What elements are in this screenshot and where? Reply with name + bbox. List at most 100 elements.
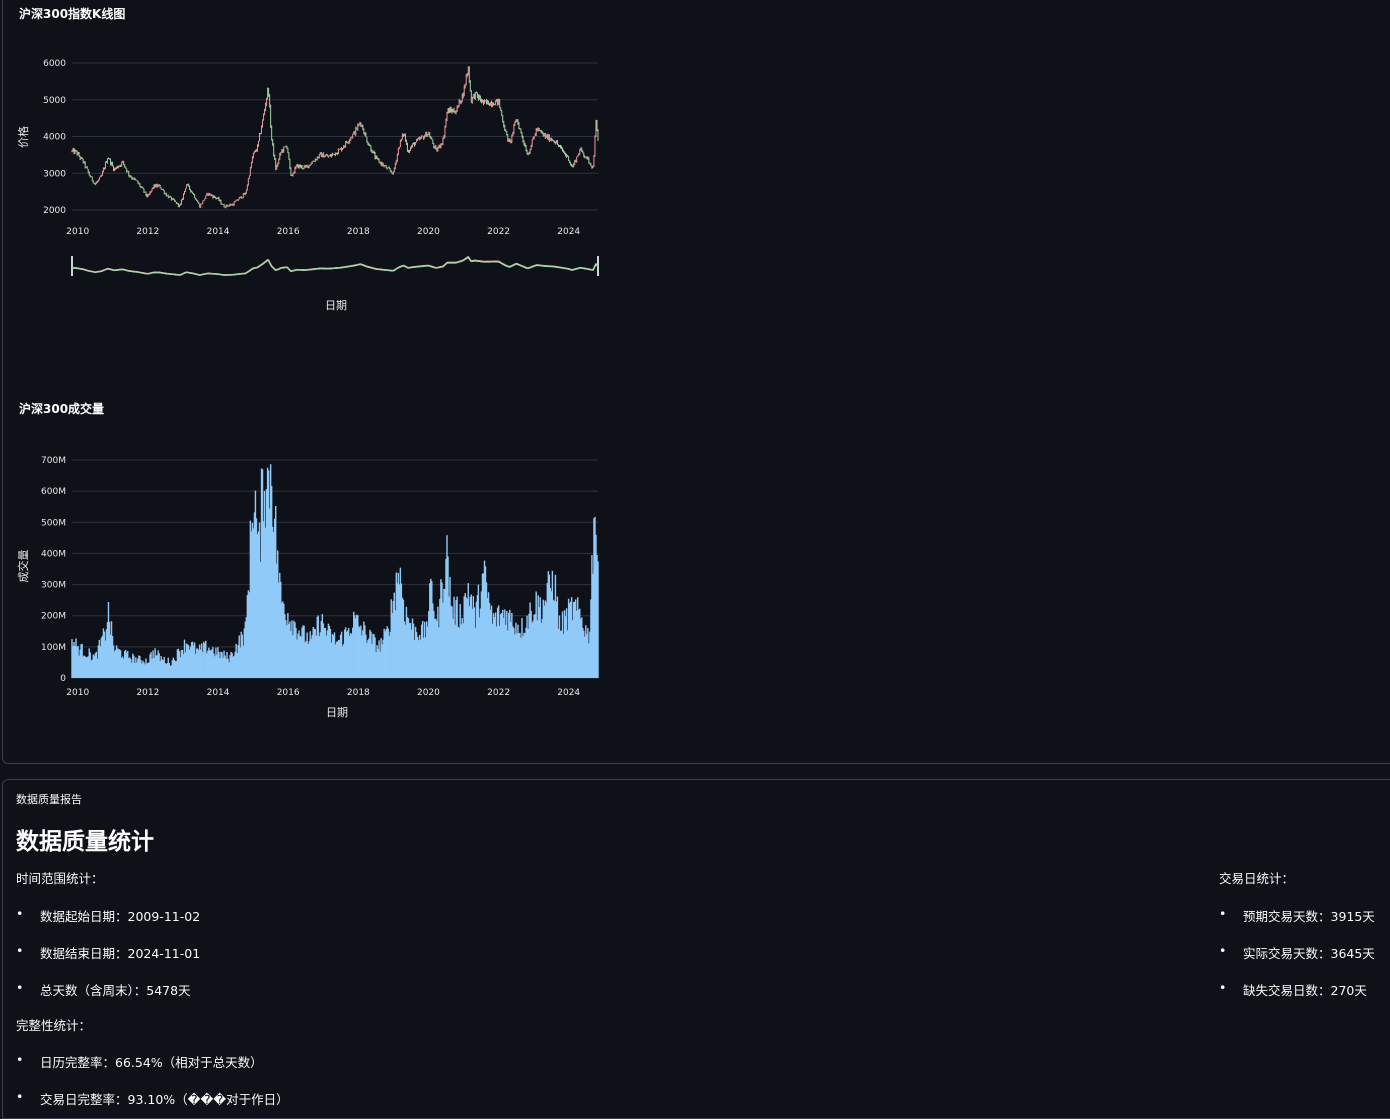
volume-bar [92,654,94,678]
volume-bar [120,657,123,678]
volume-bar [596,554,598,678]
volume-bar [552,599,555,678]
completeness-title: 完整性统计： [16,1018,92,1033]
volume-bar [94,653,97,678]
report-section-label: 数据质量报告 [16,793,82,806]
kline-y-axis-label: 价格 [16,126,30,148]
volume-bar [81,643,83,678]
volume-bar [160,656,162,678]
volume-bar [206,653,208,678]
volume-bar [595,534,597,678]
volume-bar [212,647,214,678]
volume-bar [334,644,337,678]
volume-x-tick-label: 2016 [277,688,300,698]
volume-bar [510,621,512,678]
volume-bar [236,653,238,678]
kline-y-tick-label: 4000 [43,133,66,143]
volume-bar [171,660,174,678]
volume-bar [302,625,304,678]
volume-bar [279,572,281,678]
volume-bar [280,581,282,678]
volume-bar [237,644,239,678]
volume-bar [383,628,385,678]
volume-bar [589,631,591,678]
volume-bar [295,628,297,678]
volume-bar [273,518,276,678]
volume-bar [594,516,596,678]
volume-bar [400,583,403,678]
volume-bar [164,663,166,678]
volume-bar [579,608,581,678]
volume-bar [83,655,85,678]
volume-x-axis-label: 日期 [326,706,348,719]
rangeslider-series-down [72,256,599,276]
volume-bar [192,645,195,678]
volume-bar [514,634,516,678]
volume-bar [153,657,155,678]
volume-bar [583,630,585,678]
volume-bar [143,662,145,678]
volume-bar [189,646,192,678]
volume-bar [246,595,249,678]
volume-bar [93,655,96,678]
volume-x-tick-label: 2012 [136,688,159,698]
volume-bar [198,644,201,678]
volume-bar [419,639,422,678]
volume-bar [150,652,152,678]
volume-bar [248,592,251,678]
list-item: • 日历完整率：66.54%（相对于总天数） [16,1052,263,1070]
volume-bar [341,646,344,678]
volume-bar [473,607,476,678]
volume-bar [147,662,149,678]
volume-y-tick-label: 100M [41,643,66,653]
volume-bar [298,630,300,678]
volume-bar [136,662,138,678]
volume-bar [121,656,124,678]
volume-bar [458,627,460,678]
volume-bar [508,612,510,678]
volume-bar [312,626,314,678]
volume-bar [158,653,160,678]
volume-bar [465,597,467,678]
volume-bar [96,658,99,678]
volume-bar [188,649,191,678]
volume-bar [320,620,323,678]
volume-bar [357,615,359,678]
volume-bar [141,663,143,678]
volume-bar [373,634,375,678]
volume-bar [418,634,421,678]
volume-bar [371,644,373,678]
volume-bar [460,624,462,678]
volume-bar [290,631,292,678]
volume-bar [310,638,312,678]
volume-bar [89,652,91,678]
volume-bar [499,614,502,678]
volume-bar [543,605,545,678]
volume-bar [401,597,404,678]
volume-bar [549,587,552,678]
kline-chart[interactable]: 2000 3000 4000 5000 6000 2010 2012 2014 2016 201… [0,0,620,330]
volume-bar [347,627,350,678]
volume-bar [119,650,122,678]
volume-bar [454,624,456,678]
volume-chart[interactable]: 0 100M 200M 300M 400M 500M 600M 700M 2010 2012 20… [0,440,620,730]
volume-bar [162,659,164,678]
kline-y-tick-label: 6000 [43,59,66,69]
volume-bar [309,631,311,678]
volume-bar [445,559,447,678]
volume-bar [98,639,101,678]
volume-bar [132,653,134,678]
volume-bar [466,598,468,678]
volume-bar [477,584,480,678]
volume-bar [194,654,197,678]
volume-bar [531,622,533,678]
volume-bar [597,561,599,678]
kline-x-axis-label: 日期 [325,299,347,312]
volume-bar [590,599,592,678]
volume-bar [316,616,318,678]
volume-bar [84,656,86,678]
volume-bar [416,636,419,678]
volume-bar [435,618,437,678]
volume-bar [417,640,420,678]
volume-bar [344,627,347,678]
